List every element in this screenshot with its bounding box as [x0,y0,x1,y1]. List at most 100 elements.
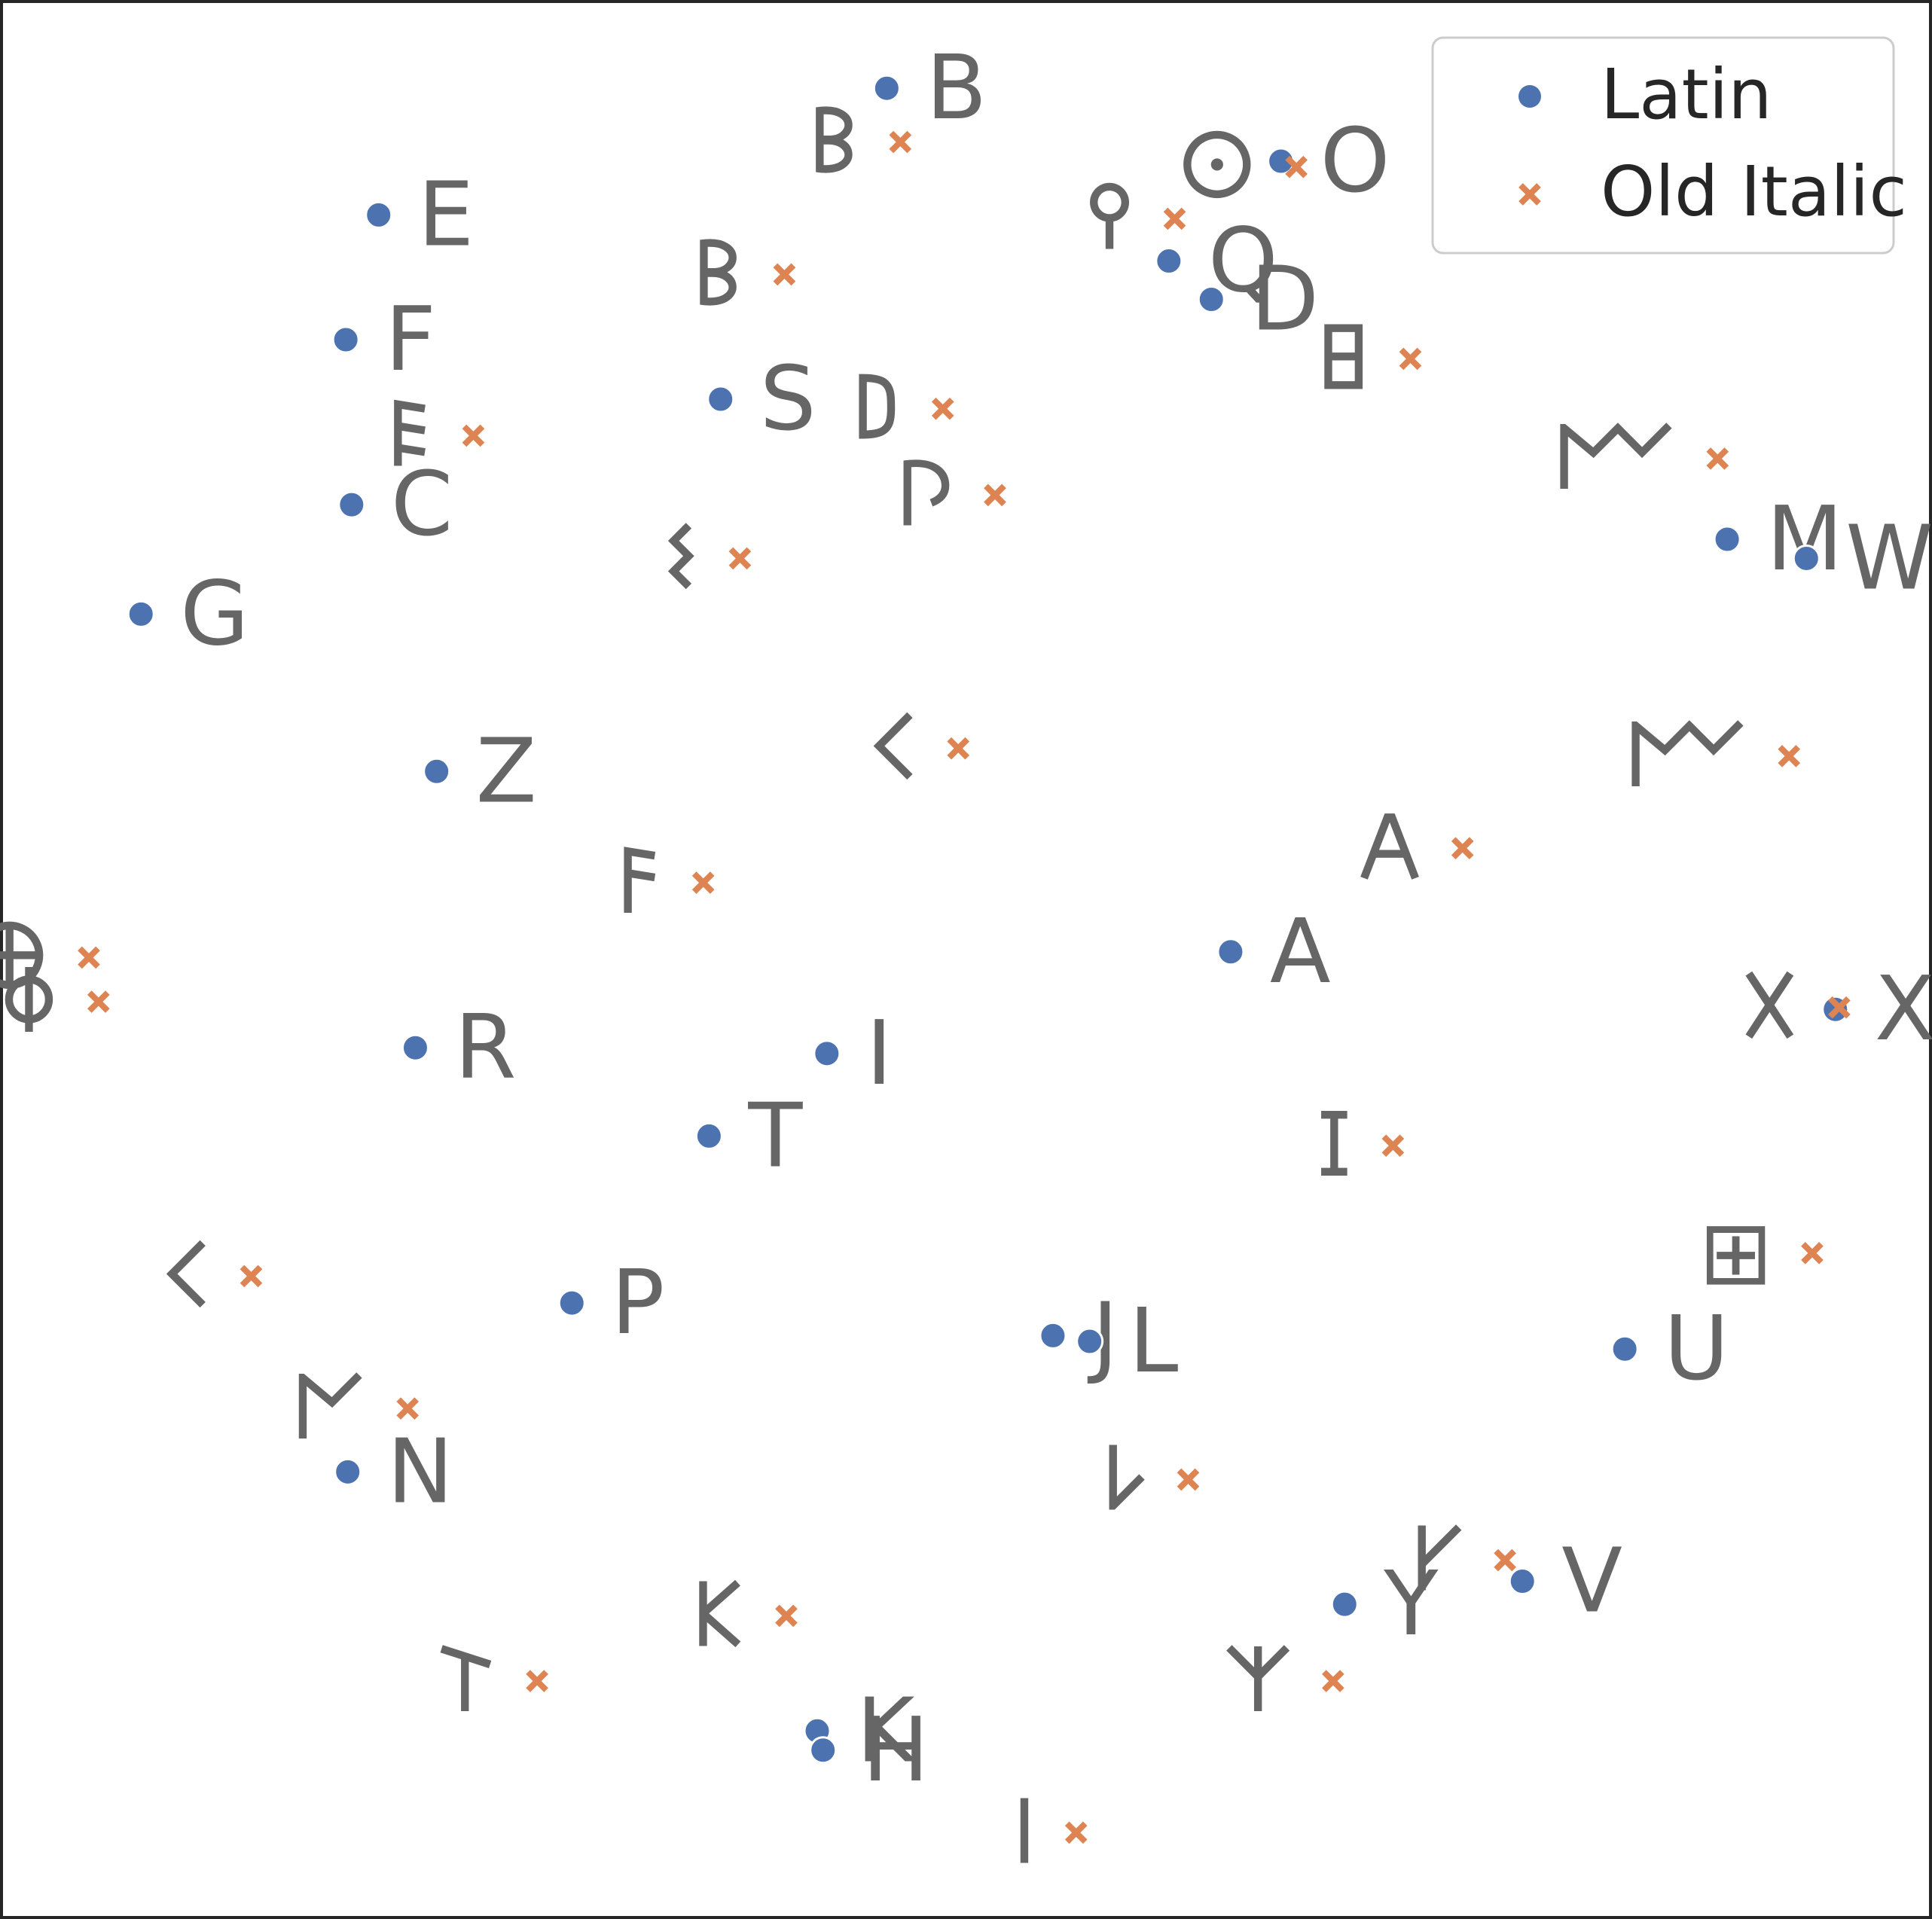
data-point-latin [1039,1321,1067,1350]
point-label: 𐌅 [615,830,664,934]
data-point-latin [694,1121,723,1150]
data-point-latin [1076,1327,1104,1356]
point-label: 𐌌 [1623,703,1750,807]
legend: Latin Old Italic [1431,36,1907,255]
data-point-old-italic [775,1604,798,1628]
point-label: 𐌒 [1083,166,1135,270]
data-point-latin [557,1289,586,1317]
point-label: P [611,1250,664,1354]
data-point-latin [331,325,360,354]
data-point-old-italic [947,737,970,760]
point-label: E [418,162,475,266]
legend-box [1431,36,1895,255]
point-label: 𐌁 [807,90,862,194]
data-point-old-italic [1778,745,1801,767]
data-point-old-italic [1706,447,1729,470]
data-point-old-italic [1177,1468,1200,1491]
point-label: D [1250,246,1319,350]
data-point-latin [401,1033,429,1062]
legend-marker-latin [1518,85,1541,108]
data-point-latin [1610,1335,1639,1363]
point-label: 𐌂 [869,696,919,800]
point-label: 𐌙 [1222,1628,1294,1732]
point-label: V [1561,1529,1622,1633]
data-point-old-italic [773,263,796,286]
point-label: O [1320,108,1390,212]
data-point-latin [337,490,366,519]
point-label: 𐌌 [1552,406,1678,510]
point-label: 𐌃 [850,356,904,460]
data-point-old-italic [526,1670,548,1692]
point-label: 𐌈 [0,905,50,1008]
data-point-old-italic [78,946,100,969]
data-point-old-italic [396,1397,420,1420]
data-point-latin [1330,1590,1359,1618]
point-label: 𐌊 [691,1563,747,1667]
point-label: 𐌁 [691,221,746,325]
point-label: N [387,1419,453,1523]
data-point-old-italic [1399,347,1422,371]
point-label: H [862,1698,929,1802]
data-point-old-italic [931,397,954,420]
legend-label-latin: Latin [1601,54,1772,135]
point-label: T [747,1083,803,1187]
data-point-latin [872,74,901,102]
data-point-old-italic [728,547,752,570]
point-label: 𐌉 [1012,1780,1036,1884]
legend-label-old-italic: Old Italic [1601,151,1907,232]
point-label: F [385,287,436,391]
point-label: B [926,35,987,139]
point-label: 𐌗 [1739,955,1800,1059]
point-label: Z [476,718,537,822]
point-label: C [391,452,453,556]
point-label: U [1664,1296,1729,1400]
point-label: 𐌘 [0,949,60,1053]
point-label: Y [1383,1551,1439,1655]
point-label: I [866,1001,893,1105]
data-point-old-italic [87,990,110,1013]
point-label: ⊞ [1699,1201,1773,1304]
data-point-latin [365,200,393,229]
data-point-old-italic [1322,1670,1344,1692]
point-label: K [856,1678,917,1782]
data-point-old-italic [691,871,715,894]
data-point-latin [813,1039,841,1068]
point-label: 𐌔 [661,505,700,609]
data-point-old-italic [1451,837,1474,860]
point-label: 𐌇 [1316,306,1372,410]
point-label: 𐌀 [1356,795,1423,899]
point-label: L [1129,1289,1179,1393]
point-label: 𐌖 [1409,1508,1466,1612]
point-label: 𐌂 [162,1223,212,1327]
point-label: 𐌐 [895,442,956,546]
data-point-old-italic [1064,1821,1088,1844]
point-label: A [1270,899,1331,1003]
point-label: 𐌄 [386,383,435,487]
series-old-italic: 𐌁 𐌏𐌒 𐌁 𐌇 𐌄 𐌃 𐌌 𐌐 𐌔 𐌂 𐌌 𐌀 𐌅 𐌈𐌘 𐌗 𐌆 𐌂 ⊞ 𐌍 𐌋 𐌖 𐌊 𐌕 𐌙 𐌉 [0,90,1851,1884]
data-point-latin [1713,525,1741,554]
point-label: 𐌍 [290,1356,368,1460]
data-point-latin [1792,544,1821,572]
data-point-old-italic [889,130,912,154]
data-point-old-italic [1801,1242,1824,1265]
point-label: X [1875,956,1932,1060]
data-point-latin [127,599,155,628]
point-label: 𐌏 [1177,114,1258,218]
data-point-old-italic [1285,155,1308,178]
data-point-latin [707,385,735,413]
point-label: W [1845,505,1932,609]
data-point-latin [1216,938,1245,966]
point-label: M [1766,487,1843,590]
data-point-old-italic [1828,996,1851,1019]
data-point-latin [809,1736,838,1765]
point-label: S [760,346,816,450]
data-point-old-italic [1381,1134,1405,1157]
data-point-old-italic [240,1265,263,1288]
data-point-old-italic [1494,1548,1516,1572]
legend-marker-old-italic [1518,183,1541,206]
data-point-old-italic [1163,207,1186,230]
point-label: R [454,995,516,1099]
